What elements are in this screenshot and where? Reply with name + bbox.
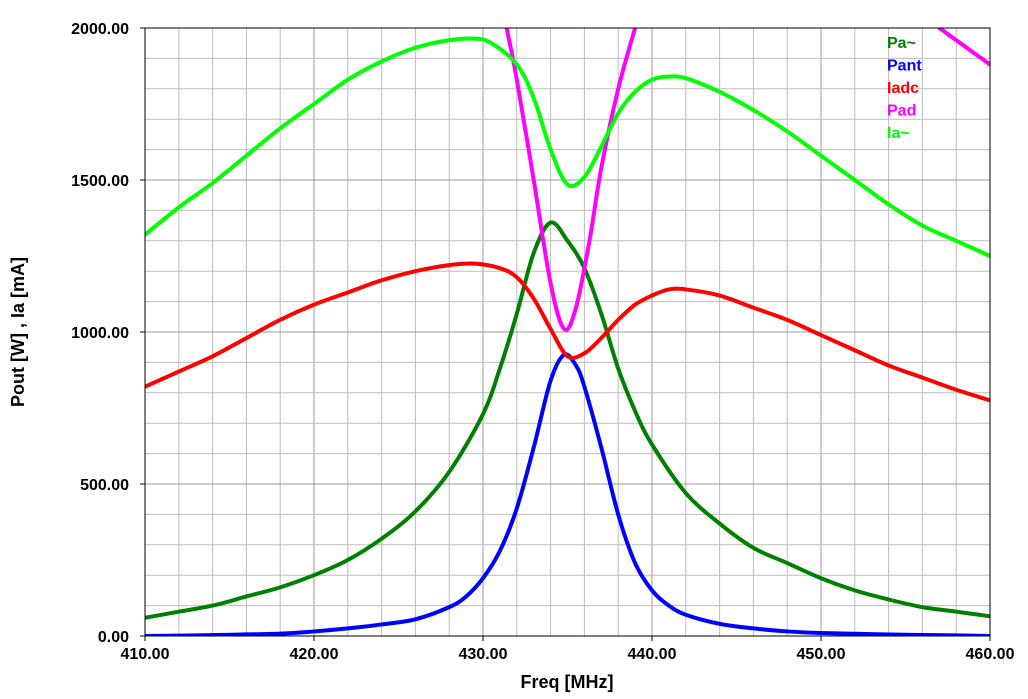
x-axis-ticks: 410.00 420.00 430.00 440.00 450.00 460.00 bbox=[121, 636, 1015, 663]
y-tick-label: 1500.00 bbox=[71, 173, 129, 190]
y-tick-label: 2000.00 bbox=[71, 21, 129, 38]
x-tick-label: 450.00 bbox=[797, 646, 846, 663]
y-axis-label: Pout [W] , Ia [mA] bbox=[8, 257, 28, 407]
x-tick-label: 420.00 bbox=[290, 646, 339, 663]
legend-entry: Pad bbox=[887, 103, 916, 120]
legend-entry: Iadc bbox=[887, 80, 919, 97]
x-tick-label: 460.00 bbox=[966, 646, 1015, 663]
y-tick-label: 0.00 bbox=[98, 629, 129, 646]
series-line-pad-segment bbox=[937, 28, 990, 67]
y-axis-ticks: 0.00 500.00 1000.00 1500.00 2000.00 bbox=[71, 21, 145, 646]
x-tick-label: 440.00 bbox=[628, 646, 677, 663]
legend-entry: Ia~ bbox=[887, 125, 910, 142]
grid bbox=[144, 27, 991, 637]
x-tick-label: 430.00 bbox=[459, 646, 508, 663]
legend-entry: Pant bbox=[887, 58, 922, 75]
series-line-ia bbox=[145, 36, 990, 258]
x-axis-label: Freq [MHz] bbox=[521, 672, 614, 692]
series-line-iadc bbox=[145, 261, 990, 403]
legend-entry: Pa~ bbox=[887, 35, 916, 52]
legend: Pa~ Pant Iadc Pad Ia~ bbox=[887, 35, 922, 142]
y-tick-label: 500.00 bbox=[80, 477, 129, 494]
y-tick-label: 1000.00 bbox=[71, 325, 129, 342]
series-line-pa bbox=[145, 220, 990, 620]
x-tick-label: 410.00 bbox=[121, 646, 170, 663]
plot-area bbox=[145, 28, 990, 636]
